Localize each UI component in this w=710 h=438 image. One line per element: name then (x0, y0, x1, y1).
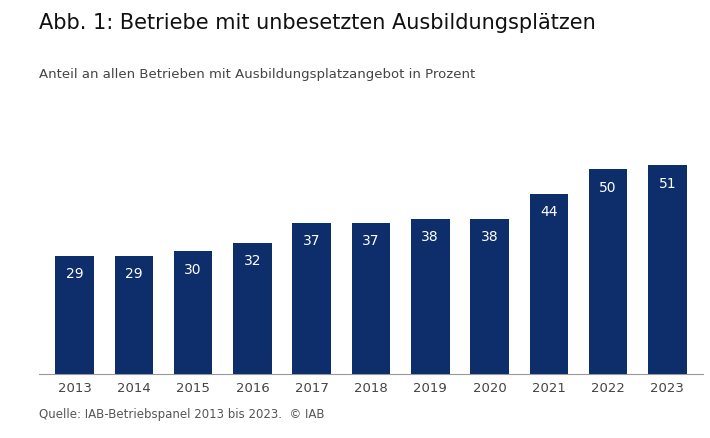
Bar (351, 223, 390, 374)
Bar (174, 252, 212, 374)
Text: 29: 29 (66, 266, 84, 280)
Text: 51: 51 (658, 176, 676, 190)
Text: 50: 50 (599, 180, 617, 194)
Text: 38: 38 (422, 230, 439, 244)
Bar (530, 194, 568, 374)
Text: 32: 32 (244, 254, 261, 268)
Text: Quelle: IAB-Betriebspanel 2013 bis 2023.  © IAB: Quelle: IAB-Betriebspanel 2013 bis 2023.… (39, 407, 324, 420)
Bar (648, 166, 687, 374)
Text: 38: 38 (481, 230, 498, 244)
Bar (411, 219, 449, 374)
Bar (589, 170, 628, 374)
Text: 44: 44 (540, 205, 557, 219)
Text: 37: 37 (362, 233, 380, 247)
Bar (293, 223, 331, 374)
Text: 37: 37 (303, 233, 320, 247)
Text: Anteil an allen Betrieben mit Ausbildungsplatzangebot in Prozent: Anteil an allen Betrieben mit Ausbildung… (39, 68, 475, 81)
Bar (114, 256, 153, 374)
Bar (470, 219, 509, 374)
Bar (233, 244, 272, 374)
Text: 29: 29 (125, 266, 143, 280)
Text: 30: 30 (185, 262, 202, 276)
Text: Abb. 1: Betriebe mit unbesetzten Ausbildungsplätzen: Abb. 1: Betriebe mit unbesetzten Ausbild… (39, 13, 596, 33)
Bar (55, 256, 94, 374)
